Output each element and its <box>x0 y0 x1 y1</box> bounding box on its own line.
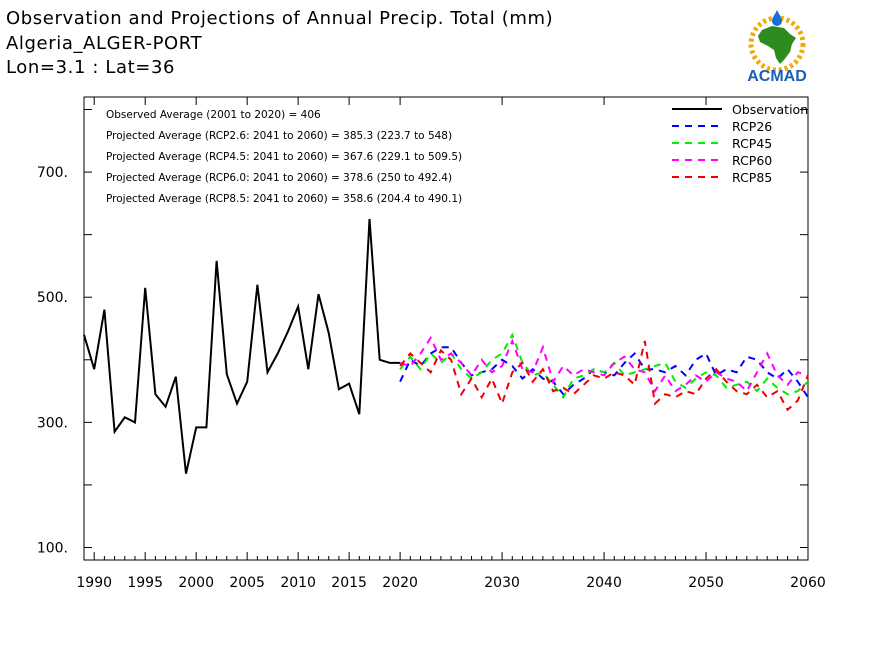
series-line-rcp60 <box>399 335 809 394</box>
stats-box: Observed Average (2001 to 2020) = 406 Pro… <box>106 109 462 205</box>
x-tick-label: 2010 <box>280 575 316 591</box>
x-tick-label: 2015 <box>331 575 367 591</box>
x-tick-label: 2000 <box>178 575 214 591</box>
x-tick-label: 2040 <box>586 575 622 591</box>
station-name: Algeria_ALGER-PORT <box>6 33 203 54</box>
series-line-observation <box>83 218 401 474</box>
stats-line: Projected Average (RCP2.6: 2041 to 2060)… <box>106 130 452 142</box>
plot-frame <box>83 96 809 561</box>
acmad-logo: ACMAD <box>747 10 807 84</box>
y-tick-label: 500. <box>37 290 68 306</box>
y-tick-label: 300. <box>37 415 68 431</box>
legend-label: Observation <box>732 102 808 117</box>
stats-line: Projected Average (RCP8.5: 2041 to 2060)… <box>106 193 462 205</box>
chart-title: Observation and Projections of Annual Pr… <box>6 8 554 29</box>
water-drop-icon <box>772 10 782 26</box>
x-tick-label: 2050 <box>688 575 724 591</box>
africa-map-icon <box>758 26 796 64</box>
series-line-rcp45 <box>399 332 809 400</box>
y-tick-label: 100. <box>37 540 68 556</box>
x-tick-label: 2030 <box>484 575 520 591</box>
y-tick-label: 700. <box>37 165 68 181</box>
x-tick-label: 1995 <box>127 575 163 591</box>
plot-border <box>83 96 809 561</box>
x-tick-label: 1990 <box>76 575 112 591</box>
stats-line: Projected Average (RCP6.0: 2041 to 2060)… <box>106 172 452 184</box>
x-tick-label: 2060 <box>790 575 826 591</box>
x-axis: 1990 1995 2000 2005 2010 2015 2020 2030 2040 2050… <box>76 97 826 591</box>
legend: Observation RCP26 RCP45 RCP60 RCP85 <box>672 102 808 185</box>
legend-label: RCP60 <box>732 153 772 168</box>
legend-label: RCP26 <box>732 119 772 134</box>
legend-label: RCP85 <box>732 170 772 185</box>
stats-line: Projected Average (RCP4.5: 2041 to 2060)… <box>106 151 462 163</box>
station-coordinates: Lon=3.1 : Lat=36 <box>6 57 176 78</box>
x-tick-label: 2020 <box>382 575 418 591</box>
y-axis: 100. 300. 500. 700. <box>37 109 808 556</box>
series-line-rcp85 <box>399 340 809 412</box>
logo-text: ACMAD <box>747 68 807 84</box>
series-layer <box>83 218 809 474</box>
x-tick-label: 2005 <box>229 575 265 591</box>
stats-line: Observed Average (2001 to 2020) = 406 <box>106 109 321 121</box>
legend-label: RCP45 <box>732 136 772 151</box>
